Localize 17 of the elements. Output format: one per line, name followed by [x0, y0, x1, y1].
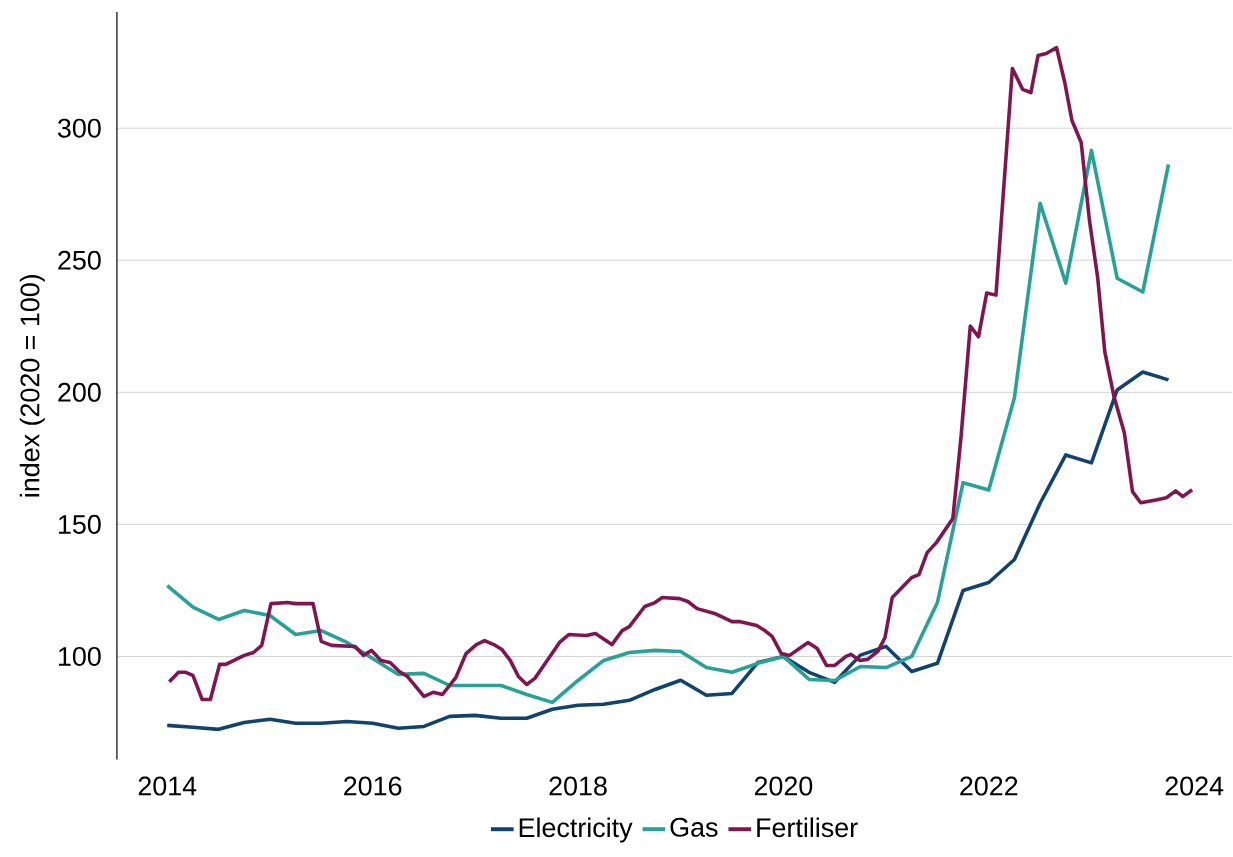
y-tick-label: 200 [58, 382, 101, 402]
line-series [165, 370, 1171, 731]
y-tick-label: 100 [58, 646, 101, 666]
y-tick-label: 150 [58, 514, 101, 534]
y-axis-title: index (2020 = 100) [19, 274, 45, 497]
x-tick-label: 2018 [549, 776, 607, 796]
x-tick-label: 2014 [138, 776, 197, 796]
y-tick-label: 250 [58, 250, 101, 270]
line-series [167, 45, 1194, 702]
x-tick-label: 2024 [1165, 776, 1224, 796]
x-tick-label: 2016 [344, 776, 402, 796]
legend-label: Fertiliser [757, 817, 858, 838]
y-tick-label: 300 [57, 118, 101, 138]
legend-label: Electricity [519, 817, 633, 843]
x-tick-label: 2022 [960, 776, 1018, 796]
legend-label: Gas [670, 817, 718, 837]
x-tick-label: 2020 [754, 776, 813, 796]
